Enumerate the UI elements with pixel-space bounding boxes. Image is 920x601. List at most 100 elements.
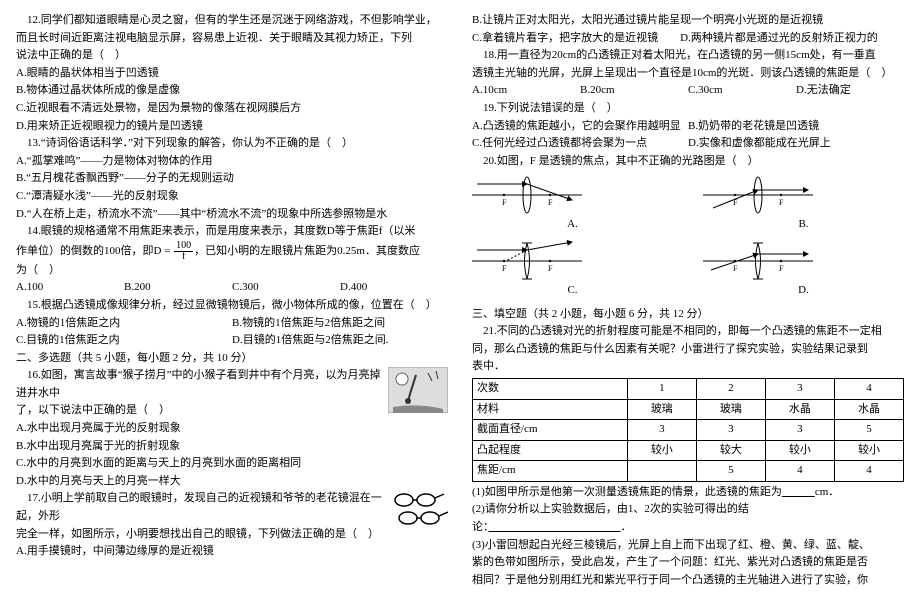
q21-sub1-unit: cm． [815, 486, 839, 498]
table-cell: 玻璃 [627, 399, 696, 420]
q20-label-c: C. [472, 282, 673, 300]
q14-opt-c: C.300 [232, 279, 340, 297]
q18-stem-line1: 18.用一直径为20cm的凸透镜正对着太阳光，在凸透镜的另一侧15cm处，有一垂… [472, 47, 904, 65]
q12-stem-line3: 说法中正确的是（ ） [16, 47, 448, 65]
q21-stem-line3: 表中． [472, 358, 904, 376]
table-cell: 水晶 [834, 399, 903, 420]
table-row: 截面直径/cm3335 [473, 420, 904, 441]
table-cell: 较大 [696, 440, 765, 461]
q17-stem-line1: 17.小明上学前取自己的眼镜时，发现自己的近视镜和爷爷的老花镜混在一起，外形 [16, 490, 448, 525]
blank-1 [782, 486, 815, 498]
table-cell: 3 [627, 420, 696, 441]
q13-opt-b: B.“五月槐花香飘西野”——分子的无规则运动 [16, 170, 448, 188]
q16-opt-c: C.水中的月亮到水面的距离与天上的月亮到水面的距离相同 [16, 455, 448, 473]
q16-stem-line1: 16.如图，寓言故事“猴子捞月”中的小猴子看到井中有个月亮，以为月亮掉进井水中 [16, 367, 448, 402]
q20-fig-b: F F B. [703, 174, 904, 234]
q20-stem: 20.如图，F 是透镜的焦点，其中不正确的光路图是（ ） [472, 153, 904, 171]
frac-den: f [180, 252, 187, 262]
q18-stem-line2: 透镜主光轴的光屏，光屏上呈现出一个直径是10cm的光斑．则该凸透镜的焦距是（ ） [472, 65, 904, 83]
monkey-image-icon [388, 367, 448, 413]
q12-opt-c: C.近视眼看不清远处景物，是因为景物的像落在视网膜后方 [16, 100, 448, 118]
svg-text:F: F [779, 264, 784, 273]
q12-stem-line2: 而且长时间近距离注视电脑显示屏，容易患上近视．关于眼睛及其视力矫正，下列 [16, 30, 448, 48]
q18-opt-b: B.20cm [580, 82, 688, 100]
glasses-image [392, 490, 448, 530]
table-cell: 较小 [834, 440, 903, 461]
q15-stem: 15.根据凸透镜成像规律分析，经过显微镜物镜后，微小物体所成的像，位置在（ ） [16, 297, 448, 315]
lens-diagram-a-icon: F F [472, 174, 582, 216]
q21-stem-line1: 21.不同的凸透镜对光的折射程度可能是不相同的，即每一个凸透镜的焦距不一定相 [472, 323, 904, 341]
table-row: 材料玻璃玻璃水晶水晶 [473, 399, 904, 420]
table-cell: 4 [834, 378, 903, 399]
q19-opt-a: A.凸透镜的焦距越小，它的会聚作用越明显 [472, 118, 688, 136]
experiment-table: 次数1234材料玻璃玻璃水晶水晶截面直径/cm3335凸起程度较小较大较小较小焦… [472, 378, 904, 482]
q20-figure-row1: F F A. F F B. [472, 174, 904, 234]
q15-opt-c: C.目镜的1倍焦距之内 [16, 332, 232, 350]
lens-diagram-d-icon: F F [703, 240, 813, 282]
table-row: 焦距/cm544 [473, 461, 904, 482]
q17-stem-line2: 完全一样，如图所示，小明要想找出自己的眼镜，下列做法正确的是（ ） [16, 526, 448, 544]
q20-fig-c: F F C. [472, 240, 673, 300]
q15-opt-b: B.物镜的1倍焦距与2倍焦距之间 [232, 315, 448, 333]
q19-row2: C.任何光经过凸透镜都将会聚为一点 D.实像和虚像都能成在光屏上 [472, 135, 904, 153]
q19-opt-b: B.奶奶带的老花镜是凹透镜 [688, 118, 904, 136]
q12-opt-b: B.物体通过晶状体所成的像是虚像 [16, 82, 448, 100]
q13-opt-d: D.“人在桥上走，桥流水不流”——其中“桥流水不流”的现象中所选参照物是水 [16, 206, 448, 224]
q14-opt-a: A.100 [16, 279, 124, 297]
q14-stem-line3: 为（ ） [16, 262, 448, 280]
q20-label-b: B. [703, 216, 904, 234]
q14-stem-line1: 14.眼镜的规格通常不用焦距来表示，而是用度来表示，其度数D等于焦距f（以米 [16, 223, 448, 241]
table-cell: 3 [696, 420, 765, 441]
svg-text:F: F [548, 264, 553, 273]
table-cell: 4 [834, 461, 903, 482]
q16-opt-b: B.水中出现月亮属于光的折射现象 [16, 438, 448, 456]
q19-stem: 19.下列说法错误的是（ ） [472, 100, 904, 118]
svg-text:F: F [502, 264, 507, 273]
right-column: B.让镜片正对太阳光，太阳光通过镜片能呈现一个明亮小光斑的是近视镜 C.拿着镜片… [472, 12, 904, 589]
q12-stem-line1: 12.同学们都知道眼睛是心灵之窗，但有的学生还是沉迷于网络游戏，不但影响学业， [16, 12, 448, 30]
q18-opt-a: A.10cm [472, 82, 580, 100]
q21-sub2-punct: ． [621, 521, 632, 533]
svg-text:F: F [548, 198, 553, 207]
q16-opt-a: A.水中出现月亮属于光的反射现象 [16, 420, 448, 438]
q21-sub2: (2)请你分析以上实验数据后，由1、2次的实验可得出的结论： ． [472, 501, 904, 536]
table-cell [627, 461, 696, 482]
q20-label-a: A. [472, 216, 673, 234]
q20-label-d: D. [703, 282, 904, 300]
q12-opt-a: A.眼睛的晶状体相当于凹透镜 [16, 65, 448, 83]
q17-opt-c: C.拿着镜片看字，把字放大的是近视镜 [472, 32, 658, 44]
q18-opt-c: C.30cm [688, 82, 796, 100]
table-cell: 5 [834, 420, 903, 441]
fraction-icon: 100f [174, 241, 193, 262]
q16-opt-d: D.水中的月亮与天上的月亮一样大 [16, 473, 448, 491]
q14-opt-d: D.400 [340, 279, 448, 297]
q21-stem-line2: 同，那么凸透镜的焦距与什么因素有关呢？小雷进行了探究实验，实验结果记录到 [472, 341, 904, 359]
q17-opt-a: A.用手摸镜时，中间薄边缘厚的是近视镜 [16, 543, 448, 561]
table-cell: 3 [765, 420, 834, 441]
row-header: 次数 [473, 378, 628, 399]
table-cell: 水晶 [765, 399, 834, 420]
table-cell: 1 [627, 378, 696, 399]
section2-title: 二、多选题（共 5 小题，每小题 2 分，共 10 分） [16, 350, 448, 368]
lens-diagram-b-icon: F F [703, 174, 813, 216]
table-row: 凸起程度较小较大较小较小 [473, 440, 904, 461]
table-cell: 5 [696, 461, 765, 482]
q14-stem-line2: 作单位）的倒数的100倍，即D = 100f，已知小明的左眼镜片焦距为0.25m… [16, 241, 448, 262]
q14-opt-b: B.200 [124, 279, 232, 297]
q19-opt-d: D.实像和虚像都能成在光屏上 [688, 135, 904, 153]
q14-text-b: ，已知小明的左眼镜片焦距为0.25m．其度数应 [194, 245, 420, 257]
q19-opt-c: C.任何光经过凸透镜都将会聚为一点 [472, 135, 688, 153]
lens-diagram-c-icon: F F [472, 240, 582, 282]
row-header: 材料 [473, 399, 628, 420]
q13-stem: 13.“诗词俗语话科学．”对下列现象的解答，你认为不正确的是（ ） [16, 135, 448, 153]
q19-row1: A.凸透镜的焦距越小，它的会聚作用越明显 B.奶奶带的老花镜是凹透镜 [472, 118, 904, 136]
q13-opt-a: A.“孤掌难鸣”——力是物体对物体的作用 [16, 153, 448, 171]
row-header: 焦距/cm [473, 461, 628, 482]
table-cell: 玻璃 [696, 399, 765, 420]
table-cell: 较小 [765, 440, 834, 461]
q18-opt-d: D.无法确定 [796, 82, 904, 100]
q14-text-a: 作单位）的倒数的100倍，即D = [16, 245, 173, 257]
svg-text:F: F [502, 198, 507, 207]
left-column: 12.同学们都知道眼睛是心灵之窗，但有的学生还是沉迷于网络游戏，不但影响学业， … [16, 12, 448, 589]
section3-title: 三、填空题（共 2 小题，每小题 6 分，共 12 分） [472, 306, 904, 324]
